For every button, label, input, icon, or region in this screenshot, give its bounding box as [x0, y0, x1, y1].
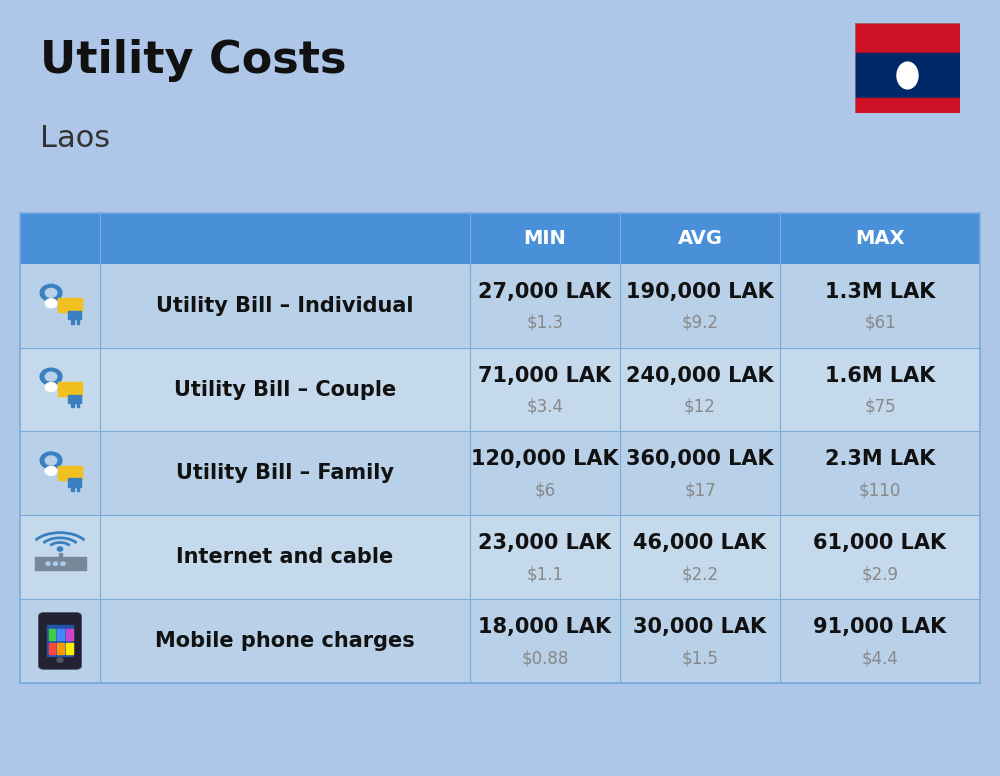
Bar: [71, 319, 74, 324]
Bar: [68, 394, 81, 404]
Circle shape: [45, 456, 57, 465]
Text: $6: $6: [534, 481, 556, 500]
Bar: [71, 487, 74, 491]
Bar: [66, 643, 73, 654]
Text: MIN: MIN: [524, 229, 566, 248]
Bar: [68, 310, 81, 320]
Circle shape: [57, 658, 63, 663]
FancyBboxPatch shape: [20, 431, 980, 515]
Circle shape: [897, 62, 918, 89]
Text: $4.4: $4.4: [862, 649, 898, 667]
Text: $75: $75: [864, 397, 896, 416]
Bar: [855, 23, 960, 54]
Text: $0.88: $0.88: [521, 649, 569, 667]
Text: $17: $17: [684, 481, 716, 500]
Text: 1.6M LAK: 1.6M LAK: [825, 365, 935, 386]
Text: $3.4: $3.4: [526, 397, 563, 416]
Text: 190,000 LAK: 190,000 LAK: [626, 282, 774, 302]
Text: 71,000 LAK: 71,000 LAK: [478, 365, 612, 386]
Circle shape: [45, 466, 57, 476]
Text: Internet and cable: Internet and cable: [176, 547, 394, 567]
Text: $1.1: $1.1: [526, 565, 564, 584]
Text: $2.9: $2.9: [862, 565, 898, 584]
Bar: [855, 54, 960, 98]
Text: $1.5: $1.5: [682, 649, 718, 667]
Circle shape: [61, 562, 65, 566]
FancyBboxPatch shape: [39, 613, 82, 670]
Text: 240,000 LAK: 240,000 LAK: [626, 365, 774, 386]
Text: $61: $61: [864, 314, 896, 332]
Text: Utility Bill – Couple: Utility Bill – Couple: [174, 379, 396, 400]
Bar: [49, 643, 55, 654]
FancyBboxPatch shape: [20, 264, 980, 348]
Bar: [77, 403, 79, 407]
FancyBboxPatch shape: [20, 348, 980, 431]
Text: 91,000 LAK: 91,000 LAK: [813, 617, 947, 637]
FancyBboxPatch shape: [20, 599, 980, 683]
Circle shape: [40, 368, 62, 385]
Text: 23,000 LAK: 23,000 LAK: [478, 533, 612, 553]
Bar: [68, 478, 81, 487]
Text: 2.3M LAK: 2.3M LAK: [825, 449, 935, 469]
FancyBboxPatch shape: [20, 213, 980, 264]
Text: $2.2: $2.2: [681, 565, 719, 584]
Circle shape: [45, 289, 57, 297]
Text: $1.3: $1.3: [526, 314, 564, 332]
Circle shape: [57, 547, 63, 551]
Bar: [57, 629, 64, 640]
Bar: [49, 629, 55, 640]
Text: AVG: AVG: [678, 229, 722, 248]
FancyBboxPatch shape: [20, 515, 980, 599]
Text: $110: $110: [859, 481, 901, 500]
Circle shape: [40, 452, 62, 469]
Bar: [58, 466, 82, 480]
Text: 360,000 LAK: 360,000 LAK: [626, 449, 774, 469]
Text: Utility Costs: Utility Costs: [40, 39, 347, 81]
Text: 120,000 LAK: 120,000 LAK: [471, 449, 619, 469]
Text: Laos: Laos: [40, 124, 110, 153]
Text: 18,000 LAK: 18,000 LAK: [478, 617, 612, 637]
Text: 1.3M LAK: 1.3M LAK: [825, 282, 935, 302]
Text: 30,000 LAK: 30,000 LAK: [633, 617, 767, 637]
Bar: [77, 487, 79, 491]
Text: 46,000 LAK: 46,000 LAK: [633, 533, 767, 553]
Bar: [34, 557, 86, 570]
Bar: [58, 382, 82, 396]
Bar: [57, 643, 64, 654]
Bar: [47, 625, 73, 656]
Circle shape: [53, 562, 58, 566]
Circle shape: [45, 383, 57, 392]
Bar: [66, 629, 73, 640]
Text: $12: $12: [684, 397, 716, 416]
Text: Mobile phone charges: Mobile phone charges: [155, 631, 415, 651]
Bar: [77, 319, 79, 324]
Text: Utility Bill – Individual: Utility Bill – Individual: [156, 296, 414, 316]
Circle shape: [45, 372, 57, 381]
Bar: [855, 98, 960, 113]
Bar: [58, 298, 82, 312]
Text: $9.2: $9.2: [682, 314, 718, 332]
Text: 27,000 LAK: 27,000 LAK: [478, 282, 612, 302]
Bar: [58, 553, 62, 570]
Circle shape: [40, 284, 62, 301]
Text: MAX: MAX: [855, 229, 905, 248]
Bar: [71, 403, 74, 407]
Text: Utility Bill – Family: Utility Bill – Family: [176, 463, 394, 483]
Circle shape: [45, 299, 57, 308]
Text: 61,000 LAK: 61,000 LAK: [813, 533, 947, 553]
Circle shape: [46, 562, 50, 566]
